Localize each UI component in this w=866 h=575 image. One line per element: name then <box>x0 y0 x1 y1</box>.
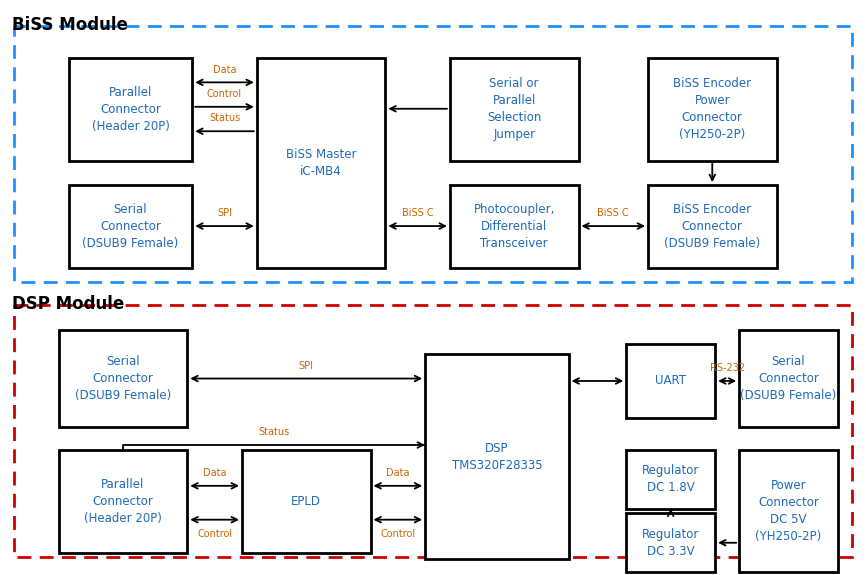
Text: UART: UART <box>656 374 686 388</box>
Bar <box>626 513 715 572</box>
Bar <box>648 58 777 160</box>
Text: Data: Data <box>386 468 410 478</box>
Text: Control: Control <box>207 89 242 99</box>
Text: Photocoupler,
Differential
Transceiver: Photocoupler, Differential Transceiver <box>474 203 555 250</box>
Text: Data: Data <box>203 468 226 478</box>
Bar <box>449 58 578 160</box>
Text: BiSS Encoder
Power
Connector
(YH250-2P): BiSS Encoder Power Connector (YH250-2P) <box>673 77 752 141</box>
Text: EPLD: EPLD <box>291 494 321 508</box>
Bar <box>648 185 777 268</box>
Bar <box>59 450 187 553</box>
Text: Control: Control <box>197 530 232 539</box>
Text: BiSS C: BiSS C <box>598 208 629 218</box>
Text: SPI: SPI <box>299 361 313 371</box>
Text: Serial
Connector
(DSUB9 Female): Serial Connector (DSUB9 Female) <box>740 355 837 402</box>
Text: BiSS Module: BiSS Module <box>12 16 128 34</box>
Text: Data: Data <box>213 64 236 75</box>
Text: Serial or
Parallel
Selection
Jumper: Serial or Parallel Selection Jumper <box>487 77 541 141</box>
Text: DSP Module: DSP Module <box>12 296 125 313</box>
Bar <box>449 185 578 268</box>
Bar <box>14 26 852 282</box>
Text: Serial
Connector
(DSUB9 Female): Serial Connector (DSUB9 Female) <box>74 355 171 402</box>
Text: Status: Status <box>258 427 289 437</box>
Bar <box>14 305 852 557</box>
Text: BiSS Encoder
Connector
(DSUB9 Female): BiSS Encoder Connector (DSUB9 Female) <box>664 203 760 250</box>
Bar <box>68 185 192 268</box>
Text: BiSS C: BiSS C <box>402 208 434 218</box>
Bar <box>68 58 192 160</box>
Text: Parallel
Connector
(Header 20P): Parallel Connector (Header 20P) <box>84 478 162 525</box>
Bar <box>739 329 838 427</box>
Text: SPI: SPI <box>217 208 232 218</box>
Text: DSP
TMS320F28335: DSP TMS320F28335 <box>451 442 542 472</box>
Bar <box>59 329 187 427</box>
Bar <box>626 344 715 417</box>
Text: Serial
Connector
(DSUB9 Female): Serial Connector (DSUB9 Female) <box>82 203 178 250</box>
Text: RS-232: RS-232 <box>709 363 745 373</box>
Text: Regulator
DC 1.8V: Regulator DC 1.8V <box>642 464 700 494</box>
Bar <box>739 450 838 572</box>
Text: Regulator
DC 3.3V: Regulator DC 3.3V <box>642 528 700 558</box>
Text: Control: Control <box>380 530 416 539</box>
Bar <box>242 450 371 553</box>
Text: Parallel
Connector
(Header 20P): Parallel Connector (Header 20P) <box>92 86 170 133</box>
Text: Power
Connector
DC 5V
(YH250-2P): Power Connector DC 5V (YH250-2P) <box>755 479 822 543</box>
Text: Status: Status <box>209 113 240 124</box>
Bar <box>425 354 569 559</box>
Bar <box>626 450 715 508</box>
Bar <box>256 58 385 268</box>
Text: BiSS Master
iC-MB4: BiSS Master iC-MB4 <box>286 148 356 178</box>
